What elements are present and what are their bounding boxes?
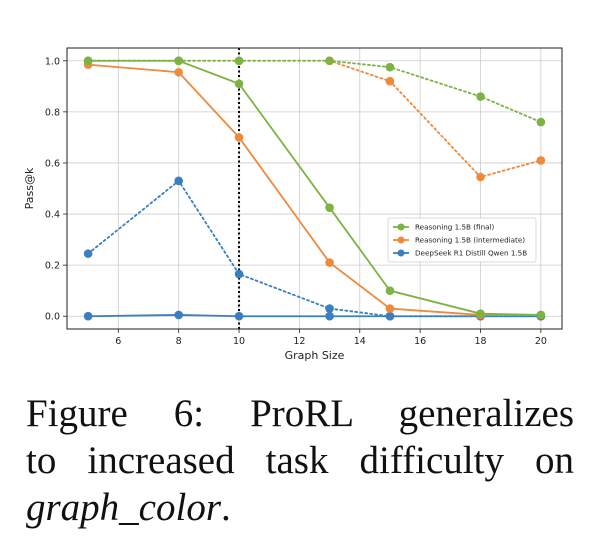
x-tick-label: 18 [474,336,486,347]
figure-caption: Figure 6: ProRL generalizes to increased… [26,390,574,531]
pass-1-point [385,304,395,313]
pass-k-point [536,156,546,165]
legend-entry-label: DeepSeek R1 Distill Qwen 1.5B [415,249,527,258]
pass-k-point [536,117,546,127]
series [83,56,546,320]
pass-1-point [174,67,183,77]
pass-1-point [234,311,244,321]
pass-1-line [88,63,541,316]
caption-line-1: Figure 6: ProRL generalizes [26,392,574,435]
y-axis-label: Pass@k [23,167,36,209]
pass-k-point [234,269,244,279]
tick-labels: 6 8 10 12 14 16 18 20 0.0 0.2 0.4 0.6 0.8 1.0 [45,56,547,347]
pass-k-point [325,304,334,313]
legend-entry-label: Reasoning 1.5B (final) [415,223,495,232]
pass-k-point [83,249,93,258]
x-tick-label: 14 [354,336,366,347]
x-tick-label: 6 [115,336,121,347]
y-tick-label: 0.4 [45,210,60,221]
pass-k-point [234,56,244,66]
legend-entry-label: Reasoning 1.5B (intermediate) [415,236,525,245]
plot-frame [66,47,563,330]
pass-1-point [83,56,93,66]
pass-1-point [234,79,244,89]
pass-at-k-chart: 6 8 10 12 14 16 18 20 0.0 0.2 0.4 0.6 0.8 1.0 Graph S… [23,47,563,362]
pass-1-point [83,311,93,321]
caption-line-3: graph_color. [26,484,574,531]
pass-1-point [325,203,334,212]
pass-k-point [476,172,485,182]
x-tick-label: 12 [293,336,305,347]
legend: Reasoning 1.5B (final) Reasoning 1.5B (in… [387,217,537,263]
pass-k-point [476,92,485,101]
caption-line-2: to increased task difficulty on [26,439,574,482]
pass-1-point [385,311,395,321]
y-tick-label: 0.8 [45,107,60,118]
pass-1-point [174,56,183,66]
legend-swatch-marker [397,249,405,257]
y-tick-label: 1.0 [45,56,60,67]
legend-box [387,217,537,263]
pass-1-point [325,311,334,321]
pass-1-point [385,286,395,295]
y-tick-label: 0.0 [45,312,60,323]
pass-1-point [325,258,334,267]
pass-k-point [385,62,395,72]
caption-period: . [221,486,231,529]
legend-swatch-marker [397,236,405,244]
y-tick-label: 0.2 [45,261,60,272]
pass-k-point [325,56,334,66]
x-tick-label: 16 [414,336,426,347]
y-tick-label: 0.6 [45,158,60,169]
pass-k-point [174,176,183,186]
pass-k-line [87,59,542,179]
x-tick-label: 8 [176,336,182,347]
pass-1-point [234,133,244,142]
pass-1-line [88,59,541,316]
caption-task-name: graph_color [26,486,221,529]
pass-k-point [385,76,395,86]
pass-1-point [536,310,546,320]
x-tick-label: 20 [535,336,547,347]
pass-1-point [476,309,485,318]
legend-swatch-marker [397,223,405,231]
series-group [83,56,546,321]
x-tick-label: 10 [233,336,245,347]
x-axis-label: Graph Size [285,349,345,362]
pass-1-point [174,310,183,320]
